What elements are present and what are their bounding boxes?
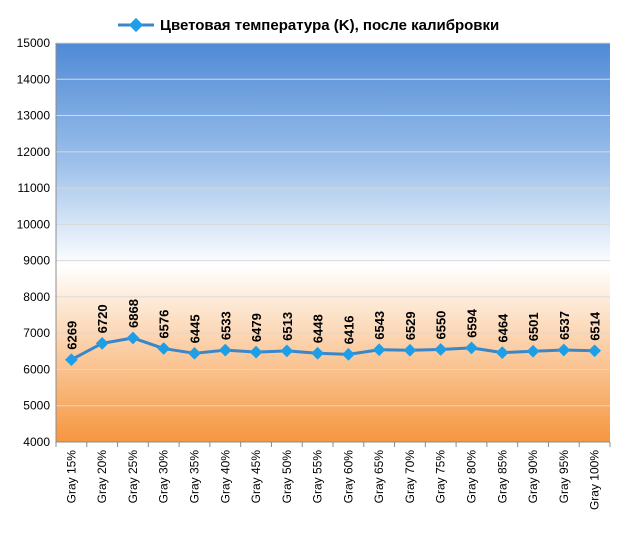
data-point [342,348,355,361]
legend: Цветовая температура (K), после калибров… [118,17,499,34]
data-label: 6533 [218,311,233,340]
data-label: 6513 [280,312,295,341]
x-tick-label: Gray 20% [95,450,109,504]
x-tick-label: Gray 80% [465,450,479,504]
data-point [588,344,601,358]
x-tick-label: Gray 60% [341,450,355,504]
data-label: 6501 [526,312,541,341]
x-tick-label: Gray 75% [434,450,448,504]
data-point [495,346,509,359]
x-tick-label: Gray 70% [403,450,417,504]
y-tick-label: 14000 [17,72,51,86]
x-tick-label: Gray 65% [372,450,386,504]
y-tick-label: 11000 [18,181,51,195]
y-tick-label: 15000 [17,36,51,50]
y-tick-label: 6000 [23,362,50,376]
data-label: 6594 [465,308,480,338]
x-tick-label: Gray 25% [126,450,140,504]
legend-label: Цветовая температура (K), после калибров… [160,17,499,34]
x-tick-label: Gray 95% [557,450,571,504]
data-label: 6479 [249,313,264,342]
axes [55,43,611,447]
y-tick-label: 8000 [23,290,50,304]
data-point [65,353,78,367]
gridlines [56,42,610,443]
y-tick-label: 4000 [23,435,50,449]
data-label: 6464 [495,313,510,343]
data-point [372,343,386,357]
x-axis-ticks: Gray 15% Gray 20% Gray 25% Gray 30% Gray 35%… [64,450,601,510]
data-point [280,344,294,358]
data-label: 6720 [95,304,110,333]
x-tick-label: Gray 85% [495,450,509,504]
x-tick-label: Gray 55% [311,450,325,504]
x-tick-label: Gray 90% [526,450,540,504]
x-tick-label: Gray 30% [157,450,171,504]
series-line [65,331,601,367]
data-point [311,346,324,360]
data-point [95,336,109,350]
data-label: 6550 [434,311,449,340]
data-point [218,343,232,357]
plot-area [56,43,610,442]
data-point [249,345,263,359]
data-point [434,343,448,356]
data-label: 6269 [64,321,79,350]
y-tick-label: 5000 [23,399,50,413]
data-label: 6445 [188,314,203,343]
x-tick-label: Gray 100% [588,450,602,510]
y-axis-ticks: 4000 5000 6000 7000 8000 9000 10000 11000 12000 1… [17,36,51,449]
y-tick-label: 12000 [17,145,51,159]
data-label: 6529 [403,311,418,340]
y-tick-label: 10000 [17,217,51,231]
y-tick-label: 9000 [23,254,50,268]
x-tick-label: Gray 45% [249,450,263,504]
x-tick-label: Gray 15% [64,450,78,504]
data-point [403,343,417,357]
y-tick-label: 7000 [23,326,50,340]
data-label: 6543 [372,311,387,340]
data-label: 6868 [126,299,141,328]
y-tick-label: 13000 [17,109,51,123]
data-point [126,331,140,345]
data-label: 6448 [311,314,326,343]
data-label: 6537 [557,311,572,340]
data-point [465,341,478,355]
x-tick-label: Gray 35% [188,450,202,504]
data-label: 6514 [588,311,603,341]
data-point [526,344,540,358]
data-point [157,342,171,355]
x-tick-label: Gray 50% [280,450,294,504]
data-labels: 6269 6720 6868 6576 6445 6533 6479 6513 6448 6416… [64,299,602,350]
data-label: 6576 [157,310,172,339]
data-point [557,343,571,357]
data-point [188,346,201,360]
legend-marker-icon [128,17,144,33]
data-label: 6416 [341,315,356,344]
x-tick-label: Gray 40% [218,450,232,504]
